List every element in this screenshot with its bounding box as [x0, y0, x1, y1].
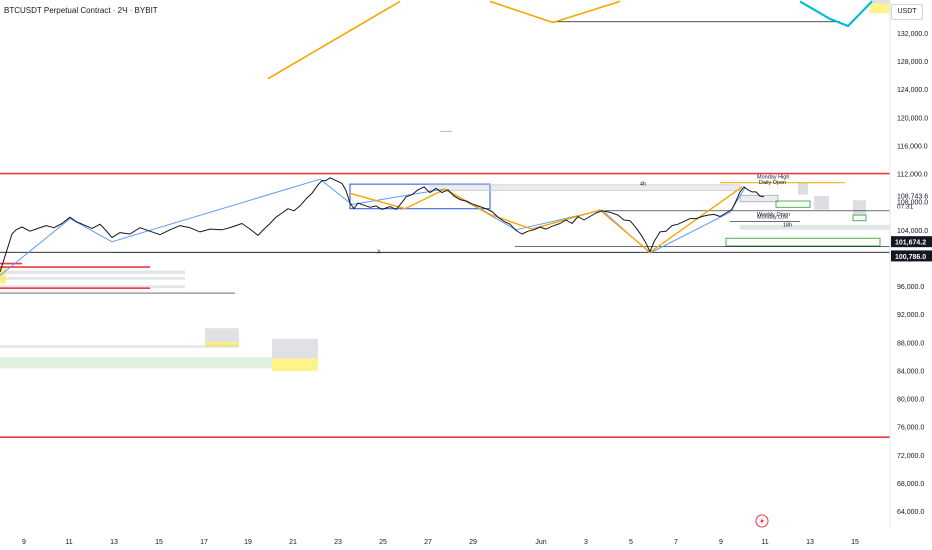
date-tick-label: 7: [674, 539, 678, 546]
price-tick-label: 72,000.0: [897, 453, 924, 460]
price-tick-label: 108,000.0: [897, 200, 928, 207]
date-tick-label: 15: [155, 539, 163, 546]
annotation-label: Monday Low: [757, 215, 788, 221]
date-tick-label: 19: [244, 539, 252, 546]
countdown-label: 07:31: [897, 203, 914, 210]
date-tick-label: 11: [761, 539, 768, 546]
date-tick-label: 17: [200, 539, 208, 546]
date-tick-label: 11: [65, 539, 72, 546]
price-zone: [205, 342, 239, 347]
zigzag-cyan: [799, 0, 873, 28]
price-zone: [0, 285, 185, 289]
price-zone: [740, 224, 890, 230]
price-tick-label: 92,000.0: [897, 312, 924, 319]
price-zone: [0, 276, 185, 280]
price-tick-label: 88,000.0: [897, 340, 924, 347]
date-tick-label: 9: [22, 539, 26, 546]
price-zone: [739, 194, 779, 203]
price-zone: [798, 182, 808, 195]
date-tick-label: Jun: [535, 539, 546, 546]
price-zone: [870, 3, 890, 14]
annotation-label: Daily Open: [759, 180, 786, 186]
annotation-label: 4h: [640, 182, 646, 188]
date-tick-label: 29: [469, 539, 477, 546]
annotation-label: Monday High: [757, 175, 789, 181]
date-tick-label: 21: [289, 539, 297, 546]
date-tick-label: 27: [424, 539, 432, 546]
price-zone: [0, 345, 239, 348]
price-line: [0, 177, 765, 273]
price-zone: [272, 338, 318, 359]
price-zone: [0, 357, 272, 369]
date-tick-label: 9: [719, 539, 723, 546]
annotation-label: X: [377, 250, 381, 256]
date-tick-label: 25: [379, 539, 387, 546]
price-tick-label: 96,000.0: [897, 284, 924, 291]
price-zone: [725, 237, 881, 247]
price-tick-label: 76,000.0: [897, 425, 924, 432]
zigzag-orange-lower: [349, 186, 743, 254]
price-zone: [852, 214, 867, 222]
price-axis: 132,000.0 128,000.0 124,000.0 120,000.0 116,…: [891, 31, 932, 516]
price-zone: [775, 200, 811, 208]
unit-button[interactable]: USDT: [891, 4, 923, 20]
price-tick-label: 104,000.0: [897, 228, 928, 235]
price-zone: [429, 184, 741, 191]
price-tick-label: 112,000.0: [897, 172, 928, 179]
zones-layer: [0, 0, 890, 372]
annotation-label: 18h: [783, 222, 792, 228]
price-zone: [349, 183, 491, 210]
price-tick-label: 84,000.0: [897, 368, 924, 375]
date-tick-label: 3: [584, 539, 588, 546]
price-badge-label: 100,786.0: [895, 254, 926, 261]
zigzag-blue: [0, 178, 746, 276]
price-tick-label: 64,000.0: [897, 509, 924, 516]
date-tick-label: 23: [334, 539, 342, 546]
price-badge: [891, 236, 932, 248]
price-tick-label: 128,000.0: [897, 59, 928, 66]
price-zone: [870, 0, 890, 4]
price-tick-label: 132,000.0: [897, 31, 928, 38]
price-badge: [891, 250, 932, 262]
chart-title: BTCUSDT Perpetual Contract · 2Ч · BYBIT: [4, 6, 158, 15]
price-tick-label: 68,000.0: [897, 481, 924, 488]
price-zone: [205, 328, 239, 343]
date-tick-label: 15: [851, 539, 859, 546]
price-zone: [0, 267, 6, 284]
zigzag-orange-upper-2: [489, 0, 621, 24]
price-zone: [272, 358, 318, 372]
lightning-icon: [755, 514, 769, 528]
price-zone: [853, 200, 866, 216]
price-tick-label: 120,000.0: [897, 115, 928, 122]
price-tick-label: 124,000.0: [897, 87, 928, 94]
zigzag-orange-upper: [267, 0, 401, 80]
date-tick-label: 13: [110, 539, 118, 546]
annotation-label: Weekly Open: [757, 212, 790, 218]
price-zone: [0, 270, 185, 275]
price-zone: [814, 196, 829, 210]
horizontal-lines-layer: [0, 21, 890, 438]
series-layer: [0, 0, 873, 276]
current-price-label: 108,743.6: [897, 193, 928, 200]
price-tick-label: 116,000.0: [897, 143, 928, 150]
time-axis: 9 11 13 15 17 19 21 23 25 27 29 Jun 3 5 7 9 11 13 15: [22, 539, 859, 546]
date-tick-label: 5: [629, 539, 633, 546]
date-tick-label: 13: [806, 539, 814, 546]
price-badge-label: 101,674.2: [895, 240, 926, 247]
price-tick-label: 80,000.0: [897, 397, 924, 404]
